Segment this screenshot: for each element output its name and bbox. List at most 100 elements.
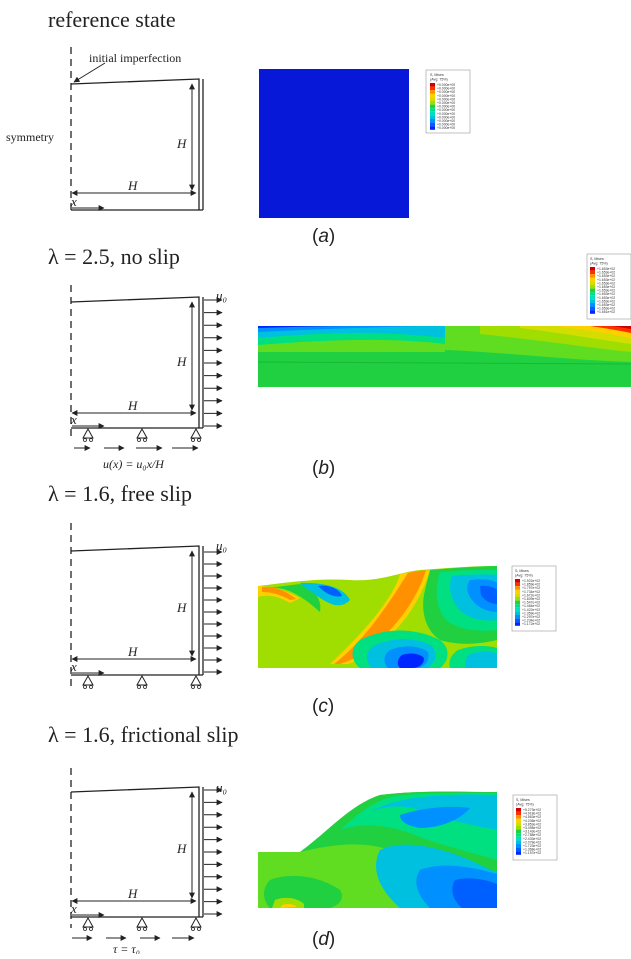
domain-outline: [70, 545, 200, 675]
legend-color-swatch: [430, 101, 435, 105]
legend-value: +1.651e+02: [597, 310, 615, 314]
legend-value: +1.297e+02: [522, 615, 540, 619]
u0-label: u₀: [216, 538, 227, 553]
u0-label: u₀: [216, 780, 227, 795]
legend-color-swatch: [515, 607, 520, 612]
legend-value: +1.609e+02: [522, 597, 540, 601]
legend-b: S, Mises (Avg: 75%) +1.653e+02+1.653e+02…: [586, 253, 631, 320]
legend-value: +1.653e+02: [597, 296, 615, 300]
contour-plot-d: [258, 791, 497, 908]
legend-color-swatch: [430, 83, 435, 87]
legend-color-swatch: [515, 597, 520, 601]
roller-supports: [82, 674, 202, 689]
legend-color-swatch: [515, 615, 520, 619]
legend-value: +1.653e+02: [597, 267, 615, 271]
legend-color-swatch: [515, 579, 520, 583]
legend-value: +1.547e+02: [522, 601, 540, 605]
panel-a-schematic: initial imperfection symmetry H H x: [6, 47, 204, 212]
roller-support: [82, 427, 94, 442]
panel-c-schematic: u₀ H H x: [70, 523, 227, 689]
legend-d: S, Mises (Avg: 75%) +5.273e+02+4.918e+02…: [512, 794, 558, 861]
load-arrows: [204, 549, 223, 675]
legend-color-swatch: [590, 277, 595, 282]
width-label: H: [127, 886, 138, 901]
domain-outline: [70, 296, 200, 428]
legend-value: +1.922e+02: [522, 579, 540, 583]
panel-b-schematic: u₀ H H x u(x) = u₀x/H: [70, 285, 227, 471]
legend-color-swatch: [430, 119, 435, 123]
legend-value: +1.484e+02: [522, 604, 540, 608]
legend-value: +0.000e+00: [437, 112, 455, 116]
legend-value: +1.172e+02: [522, 622, 540, 626]
legend-color-swatch: [590, 292, 595, 296]
legend-color-swatch: [590, 299, 595, 303]
legend-color-swatch: [516, 808, 521, 812]
panel-b-title: λ = 2.5, no slip: [48, 244, 180, 269]
contour-plot-a: [259, 69, 409, 218]
x-axis-label: x: [70, 412, 77, 427]
legend-value: +0.000e+00: [437, 105, 455, 109]
legend-c: S, Mises (Avg: 75%) +1.922e+02+1.859e+02…: [511, 565, 557, 632]
legend-value: +2.788e+02: [523, 833, 541, 837]
legend-value: +1.797e+02: [522, 586, 540, 590]
legend-color-swatch: [430, 122, 435, 127]
legend-color-swatch: [515, 593, 520, 597]
legend-value: +4.918e+02: [523, 812, 541, 816]
legend-value: +4.563e+02: [523, 815, 541, 819]
legend-color-swatch: [516, 826, 521, 830]
legend-value: +1.859e+02: [522, 583, 540, 587]
legend-color-swatch: [590, 303, 595, 307]
legend-value: +0.000e+00: [437, 83, 455, 87]
legend-value: +3.498e+02: [523, 826, 541, 830]
legend-color-swatch: [516, 836, 521, 841]
legend-color-swatch: [430, 104, 435, 109]
roller-support: [82, 916, 94, 931]
legend-value: +0.000e+00: [437, 101, 455, 105]
domain-outline: [70, 786, 200, 917]
panel-d: λ = 1.6, frictional slip u₀ H H x τ = τ₀: [48, 722, 558, 956]
legend-color-swatch: [590, 274, 595, 278]
width-label: H: [127, 178, 138, 193]
legend-value: +1.653e+02: [597, 285, 615, 289]
roller-support: [190, 916, 202, 931]
svg-text:S, Mises: S, Mises: [515, 569, 529, 573]
legend-value: +0.000e+00: [437, 97, 455, 101]
legend-color-swatch: [590, 288, 595, 293]
legend-value: +2.433e+02: [523, 837, 541, 841]
panel-d-caption: (d): [312, 929, 335, 950]
panel-c-caption: (c): [312, 696, 334, 717]
legend-value: +0.000e+00: [437, 108, 455, 112]
legend-value: +0.000e+00: [437, 123, 455, 127]
legend-value: +0.000e+00: [437, 94, 455, 98]
symmetry-label: symmetry: [6, 130, 54, 144]
legend-color-swatch: [590, 310, 595, 314]
legend-color-swatch: [590, 295, 595, 300]
legend-color-swatch: [516, 833, 521, 837]
contour-plot-b: [257, 326, 631, 387]
legend-color-swatch: [515, 582, 520, 587]
legend-color-swatch: [430, 111, 435, 116]
height-label: H: [176, 841, 187, 856]
svg-text:(Avg: 75%): (Avg: 75%): [515, 574, 533, 578]
width-label: H: [127, 398, 138, 413]
legend-d-values: +5.273e+02+4.918e+02+4.563e+02+4.208e+02…: [523, 808, 541, 855]
legend-color-swatch: [516, 847, 521, 852]
legend-color-swatch: [516, 815, 521, 819]
legend-a-values: +0.000e+00+0.000e+00+0.000e+00+0.000e+00…: [437, 83, 455, 130]
legend-color-swatch: [515, 611, 520, 615]
roller-supports: [82, 427, 202, 442]
panel-c-title: λ = 1.6, free slip: [48, 481, 192, 506]
legend-color-swatch: [430, 90, 435, 94]
legend-color-swatch: [430, 108, 435, 112]
legend-a-colorbar: [430, 83, 435, 130]
legend-value: +0.000e+00: [437, 126, 455, 130]
roller-support: [136, 674, 148, 689]
svg-text:S, Mises: S, Mises: [430, 73, 444, 77]
legend-value: +3.853e+02: [523, 822, 541, 826]
legend-color-swatch: [515, 618, 520, 623]
u0-label: u₀: [216, 288, 227, 303]
legend-value: +0.000e+00: [437, 90, 455, 94]
roller-support: [190, 427, 202, 442]
imperfection-label: initial imperfection: [89, 51, 181, 65]
load-arrows: [204, 787, 223, 917]
